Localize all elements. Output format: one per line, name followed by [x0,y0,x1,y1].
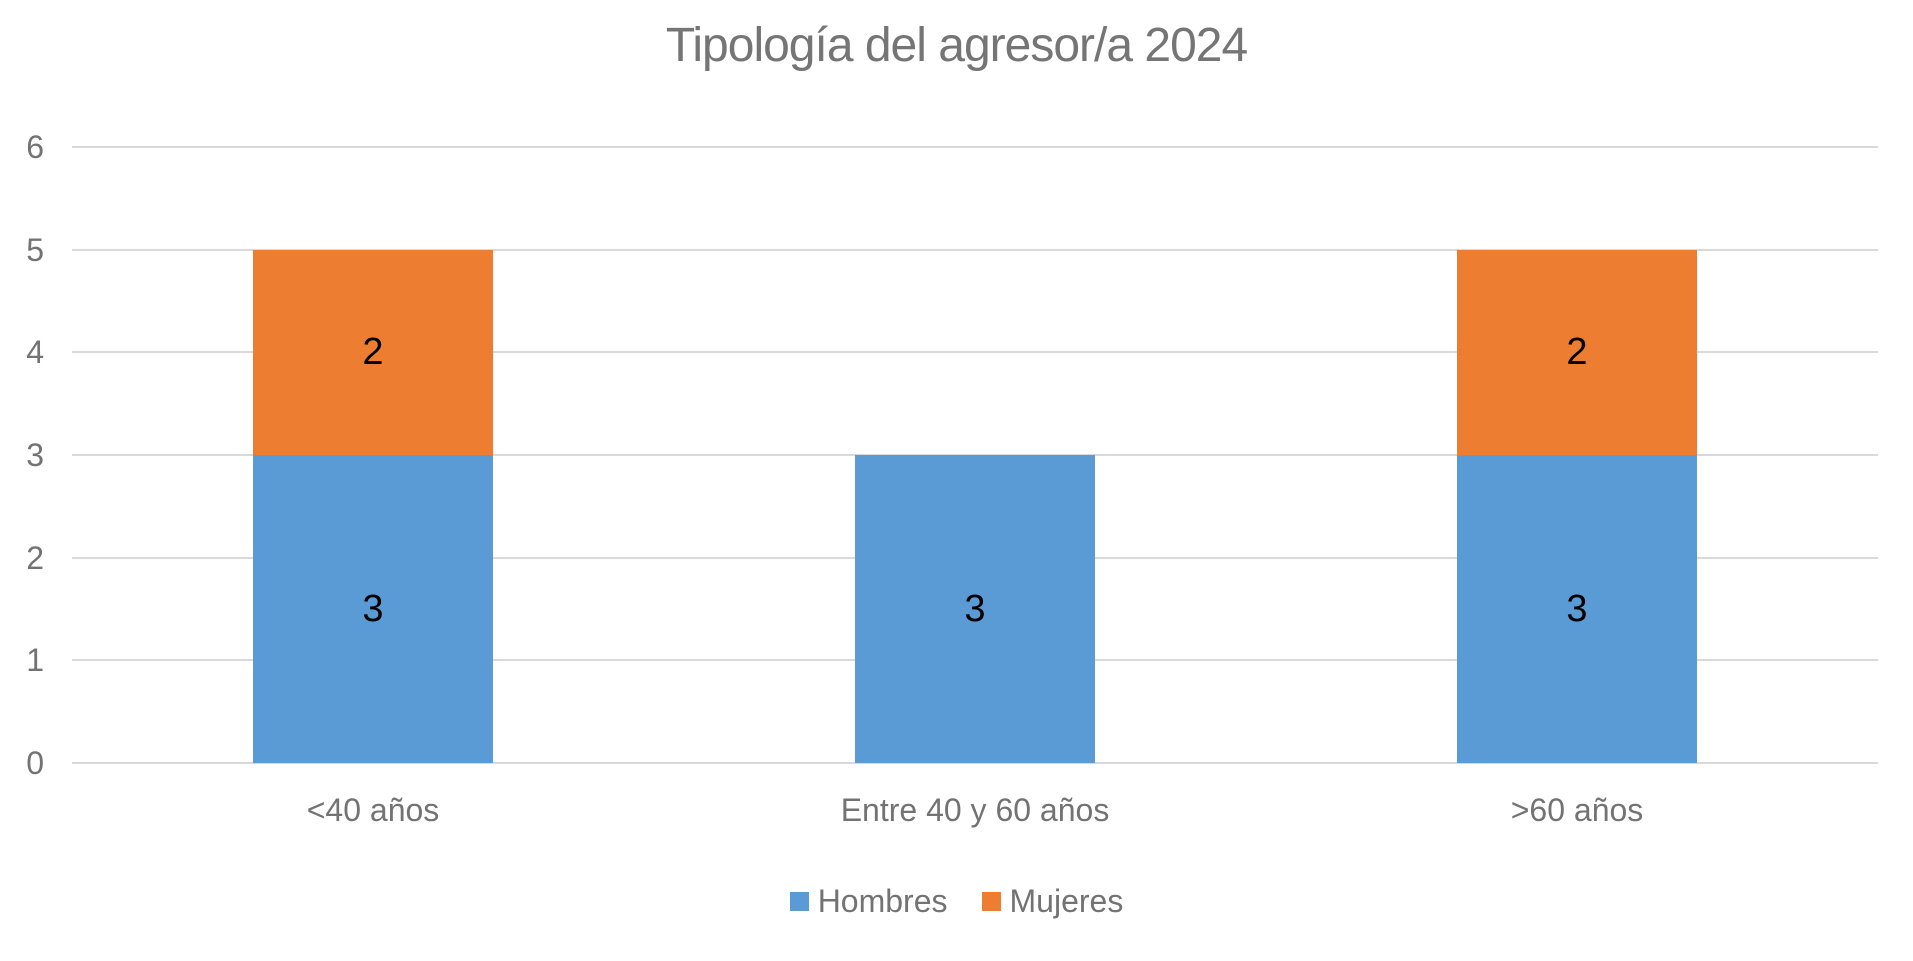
bar-segment-hombres: 3 [1457,455,1697,763]
bar-segment-hombres: 3 [855,455,1095,763]
gridline [72,351,1878,354]
bar-value-label: 2 [1566,330,1588,373]
x-axis-category-label: >60 años [1510,792,1644,828]
bar-value-label: 3 [964,587,986,630]
legend: Hombres Mujeres [0,883,1913,920]
legend-label: Mujeres [1009,883,1124,919]
legend-label: Hombres [817,883,948,919]
bar-value-label: 2 [362,330,384,373]
bar-segment-mujeres: 2 [1457,249,1697,455]
y-axis-tick-label: 0 [26,745,44,781]
y-axis-tick-label: 6 [26,129,44,165]
legend-swatch-icon [981,892,1001,911]
x-axis-category-label: Entre 40 y 60 años [840,792,1110,828]
y-axis-tick-label: 2 [26,539,44,576]
y-axis-tick-label: 1 [26,642,44,679]
plot-area: 3 2 3 3 2 [72,146,1878,764]
x-axis-category-label: <40 años [306,792,440,828]
legend-item-mujeres: Mujeres [981,883,1124,920]
gridline [72,248,1878,251]
chart-title: Tipología del agresor/a 2024 [665,19,1248,72]
y-axis-tick-label: 4 [26,334,44,371]
bar-segment-mujeres: 2 [253,249,493,455]
legend-item-hombres: Hombres [789,883,948,920]
y-axis-tick-label: 5 [26,231,44,268]
bar-value-label: 3 [362,587,384,630]
bar-value-label: 3 [1566,587,1588,630]
y-axis-tick-label: 3 [26,437,44,473]
gridline [72,146,1878,148]
legend-swatch-icon [789,892,809,911]
bar-segment-hombres: 3 [253,455,493,763]
gridline [72,762,1878,764]
